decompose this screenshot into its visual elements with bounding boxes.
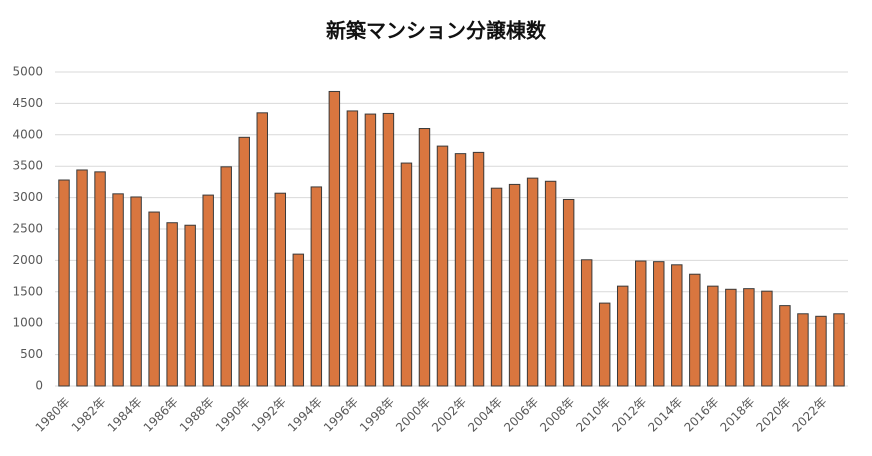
bar [472, 151, 485, 387]
x-tick-label: 1996年 [321, 395, 361, 435]
bar [526, 177, 539, 387]
bar [689, 273, 701, 387]
x-tick-label: 2018年 [717, 395, 757, 435]
y-tick-label: 3500 [12, 159, 43, 173]
x-tick-label: 1980年 [33, 395, 73, 435]
bar [220, 166, 232, 387]
x-tick-label: 1982年 [69, 395, 109, 435]
bar [562, 198, 575, 387]
bar [238, 136, 250, 387]
y-tick-label: 0 [35, 379, 43, 393]
chart-title: 新築マンション分譲棟数 [326, 19, 547, 43]
bar [256, 112, 268, 387]
bar [418, 128, 431, 387]
bar [328, 90, 341, 387]
y-tick-label: 500 [20, 347, 43, 361]
bar [400, 162, 413, 387]
y-tick-label: 2500 [12, 222, 43, 236]
x-tick-label: 1988年 [177, 395, 217, 435]
bar [797, 313, 809, 387]
bar [148, 211, 160, 387]
bar [616, 285, 629, 387]
bar [202, 194, 214, 387]
bar [815, 315, 827, 387]
bar [346, 110, 359, 387]
x-tick-label: 1998年 [357, 395, 397, 435]
bar [310, 186, 323, 387]
bar [382, 112, 395, 387]
x-tick-label: 2014年 [645, 395, 685, 435]
y-tick-label: 5000 [12, 65, 43, 79]
bar [58, 179, 70, 387]
bar [635, 260, 647, 387]
x-tick-label: 2000年 [393, 395, 433, 435]
bar [94, 171, 106, 387]
bar [292, 253, 305, 387]
y-tick-label: 2000 [12, 253, 43, 267]
bar [76, 169, 88, 387]
bar [653, 261, 665, 387]
x-tick-label: 2002年 [429, 395, 469, 435]
x-tick-label: 2016年 [681, 395, 721, 435]
x-tick-label: 1984年 [105, 395, 145, 435]
x-tick-label: 1986年 [141, 395, 181, 435]
y-tick-label: 1000 [12, 316, 43, 330]
bar [707, 285, 719, 387]
bar [112, 193, 124, 387]
bar [166, 222, 178, 387]
y-tick-label: 1500 [12, 284, 43, 298]
x-tick-label: 1994年 [285, 395, 325, 435]
x-tick-label: 2006年 [501, 395, 541, 435]
bar [364, 113, 377, 387]
x-tick-label: 2010年 [573, 395, 613, 435]
x-tick-label: 2004年 [465, 395, 505, 435]
bar [779, 305, 791, 387]
bar [743, 288, 755, 387]
x-tick-label: 2022年 [790, 395, 830, 435]
bar [436, 145, 449, 387]
bar [598, 302, 611, 387]
bar [508, 183, 521, 387]
bar [184, 224, 196, 387]
bar [761, 290, 773, 387]
x-tick-label: 2012年 [609, 395, 649, 435]
bar [580, 259, 593, 387]
bar [130, 196, 142, 387]
bar [833, 313, 845, 387]
bar [454, 153, 467, 387]
bar [725, 288, 737, 387]
y-tick-label: 4500 [12, 96, 43, 110]
bar [544, 180, 557, 387]
y-tick-label: 3000 [12, 190, 43, 204]
y-tick-label: 4000 [12, 127, 43, 141]
x-tick-label: 2008年 [537, 395, 577, 435]
x-tick-label: 1992年 [249, 395, 289, 435]
x-tick-label: 2020年 [754, 395, 794, 435]
x-tick-label: 1990年 [213, 395, 253, 435]
bar [490, 187, 503, 387]
bar [671, 264, 683, 387]
bar [274, 192, 287, 387]
